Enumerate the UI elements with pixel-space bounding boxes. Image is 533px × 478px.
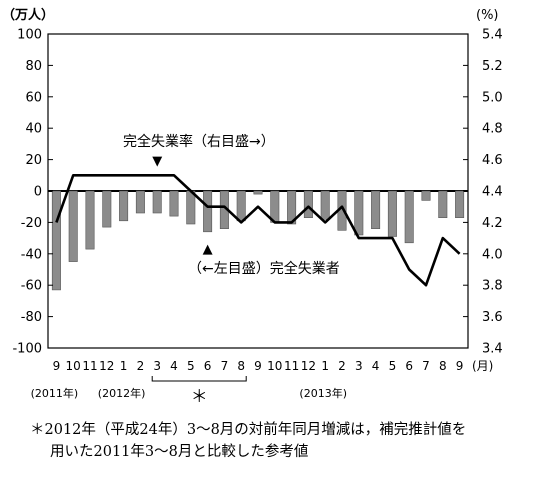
bar-4 bbox=[119, 190, 129, 222]
x-tick-label-3: 12 bbox=[99, 359, 114, 373]
right-tick-label-3: 4.8 bbox=[482, 122, 503, 137]
bar-6 bbox=[152, 190, 162, 214]
bar-19 bbox=[371, 190, 381, 230]
year-labels: (2011年) (2012年) (2013年) bbox=[31, 386, 347, 400]
x-tick-label-2: 11 bbox=[82, 359, 97, 373]
count-marker: ▲ bbox=[203, 242, 213, 257]
bracket-mark: ＊ bbox=[191, 387, 208, 407]
x-tick-label-15: 12 bbox=[301, 359, 316, 373]
x-tick-label-11: 8 bbox=[237, 359, 245, 373]
period-bracket bbox=[151, 376, 247, 382]
right-tick-label-5: 4.4 bbox=[482, 185, 503, 200]
bar-8 bbox=[186, 190, 196, 225]
bar-11 bbox=[236, 190, 246, 222]
x-tick-label-18: 3 bbox=[355, 359, 363, 373]
bar-9 bbox=[203, 190, 213, 233]
x-tick-label-6: 3 bbox=[153, 359, 161, 373]
right-tick-label-2: 5.0 bbox=[482, 90, 503, 105]
x-tick-label-7: 4 bbox=[170, 359, 178, 373]
x-tick-label-21: 6 bbox=[405, 359, 413, 373]
bar-1 bbox=[68, 190, 78, 262]
x-tick-label-9: 6 bbox=[204, 359, 212, 373]
x-tick-label-17: 2 bbox=[338, 359, 346, 373]
x-axis: 9 10 11 12 1 2 3 4 5 6 7 8 9 10 11 12 1 2 3 4 5 6 7 8 9 bbox=[53, 359, 464, 373]
left-tick-label-9: -80 bbox=[21, 310, 42, 325]
bar-21 bbox=[404, 190, 414, 244]
rate-annotation: 完全失業率（右目盛→） bbox=[123, 133, 275, 150]
x-tick-label-22: 7 bbox=[422, 359, 430, 373]
bar-series bbox=[51, 190, 465, 291]
right-tick-label-6: 4.2 bbox=[482, 216, 503, 231]
right-tick-label-0: 5.4 bbox=[482, 28, 503, 43]
bar-14 bbox=[287, 190, 297, 225]
x-tick-label-10: 7 bbox=[221, 359, 229, 373]
left-tick-label-1: 80 bbox=[25, 59, 42, 74]
left-tick-label-3: 40 bbox=[25, 122, 42, 137]
right-tick-label-1: 5.2 bbox=[482, 59, 503, 74]
left-tick-label-5: 0 bbox=[34, 185, 42, 200]
left-tick-label-8: -60 bbox=[21, 279, 42, 294]
footnote-line-1: ＊2012年（平成24年）3～8月の対前年同月増減は，補完推計値を bbox=[30, 422, 467, 438]
bar-5 bbox=[135, 190, 145, 214]
left-tick-label-4: 20 bbox=[25, 153, 42, 168]
bar-23 bbox=[438, 190, 448, 219]
count-annotation: （←左目盛）完全失業者 bbox=[188, 260, 340, 277]
bar-2 bbox=[85, 190, 95, 250]
x-tick-label-12: 9 bbox=[254, 359, 262, 373]
bar-24 bbox=[455, 190, 465, 219]
x-tick-label-0: 9 bbox=[53, 359, 61, 373]
bar-16 bbox=[320, 190, 330, 220]
x-tick-label-13: 10 bbox=[267, 359, 282, 373]
right-axis: 5.4 5.2 5.0 4.8 4.6 4.4 4.2 4.0 3.8 3.6 3.4 bbox=[463, 28, 503, 357]
x-tick-label-5: 2 bbox=[137, 359, 145, 373]
x-tick-label-4: 1 bbox=[120, 359, 128, 373]
year-label-0: (2011年) bbox=[31, 386, 79, 400]
x-tick-label-24: 9 bbox=[456, 359, 464, 373]
left-tick-label-2: 60 bbox=[25, 90, 42, 105]
bar-12 bbox=[253, 190, 263, 195]
bar-7 bbox=[169, 190, 179, 217]
bar-18 bbox=[354, 190, 364, 236]
x-tick-label-19: 4 bbox=[372, 359, 380, 373]
x-axis-unit: (月) bbox=[472, 359, 493, 373]
footnote-line-2: 用いた2011年3～8月と比較した参考値 bbox=[50, 444, 309, 460]
unemployment-chart: 100 80 60 40 20 0 -20 -40 -60 -80 -100 5.4 5.2 5.0 4.… bbox=[2, 7, 503, 407]
x-tick-label-23: 8 bbox=[439, 359, 447, 373]
x-tick-label-16: 1 bbox=[321, 359, 329, 373]
right-tick-label-10: 3.4 bbox=[482, 342, 503, 357]
right-tick-label-8: 3.8 bbox=[482, 279, 503, 294]
right-tick-label-9: 3.6 bbox=[482, 310, 503, 325]
right-axis-unit: (%) bbox=[476, 8, 499, 23]
x-tick-label-8: 5 bbox=[187, 359, 195, 373]
left-tick-label-10: -100 bbox=[12, 342, 42, 357]
right-tick-label-7: 4.0 bbox=[482, 247, 503, 262]
right-tick-label-4: 4.6 bbox=[482, 153, 503, 168]
bar-15 bbox=[303, 190, 313, 219]
bar-0 bbox=[51, 190, 61, 291]
x-tick-label-20: 5 bbox=[389, 359, 397, 373]
year-label-2: (2013年) bbox=[299, 386, 347, 400]
left-axis: 100 80 60 40 20 0 -20 -40 -60 -80 -100 bbox=[12, 28, 53, 357]
x-tick-label-1: 10 bbox=[66, 359, 81, 373]
left-tick-label-0: 100 bbox=[17, 28, 42, 43]
left-tick-label-7: -40 bbox=[21, 247, 42, 262]
left-tick-label-6: -20 bbox=[21, 216, 42, 231]
left-axis-unit: （万人） bbox=[2, 7, 54, 23]
x-tick-label-14: 11 bbox=[284, 359, 299, 373]
bar-22 bbox=[421, 190, 431, 201]
bar-20 bbox=[387, 190, 397, 237]
bar-3 bbox=[102, 190, 112, 228]
rate-line bbox=[55, 174, 461, 287]
rate-marker: ▼ bbox=[152, 154, 162, 169]
bar-13 bbox=[270, 190, 280, 223]
year-label-1: (2012年) bbox=[98, 386, 146, 400]
